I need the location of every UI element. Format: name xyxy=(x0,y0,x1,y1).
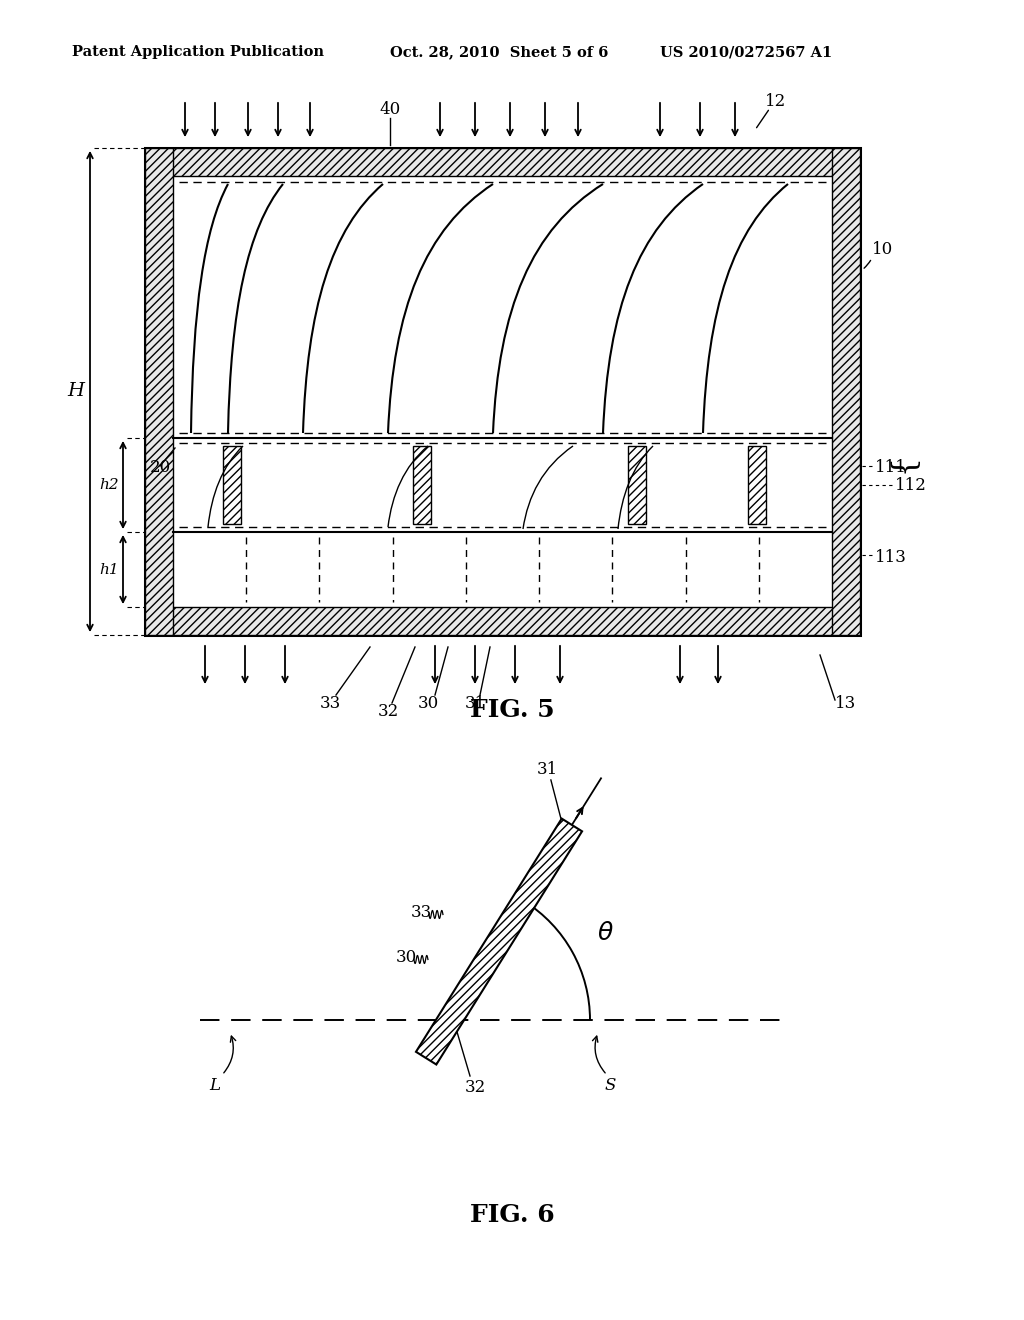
Text: H: H xyxy=(68,383,85,400)
Text: Oct. 28, 2010  Sheet 5 of 6: Oct. 28, 2010 Sheet 5 of 6 xyxy=(390,45,608,59)
Text: 31: 31 xyxy=(537,762,557,779)
Text: 30: 30 xyxy=(395,949,417,966)
Text: 113: 113 xyxy=(874,549,907,565)
Bar xyxy=(145,148,173,635)
Text: 111: 111 xyxy=(874,459,907,477)
Text: 13: 13 xyxy=(835,694,856,711)
Text: 31: 31 xyxy=(464,694,485,711)
Text: 20: 20 xyxy=(150,459,171,477)
Text: FIG. 6: FIG. 6 xyxy=(470,1203,554,1228)
Bar xyxy=(748,446,766,524)
Text: h1: h1 xyxy=(99,562,119,577)
Text: 33: 33 xyxy=(411,904,431,921)
Text: 32: 32 xyxy=(464,1080,485,1097)
Text: 10: 10 xyxy=(872,242,893,259)
Bar xyxy=(145,148,860,176)
Bar xyxy=(831,148,860,635)
Text: 33: 33 xyxy=(319,694,341,711)
Text: h2: h2 xyxy=(99,478,119,492)
Text: }: } xyxy=(885,461,916,479)
Text: FIG. 5: FIG. 5 xyxy=(470,698,554,722)
Text: 30: 30 xyxy=(418,694,438,711)
Bar xyxy=(223,446,241,524)
Text: Patent Application Publication: Patent Application Publication xyxy=(72,45,324,59)
Bar xyxy=(145,607,860,635)
Bar xyxy=(145,148,860,635)
Text: $\theta$: $\theta$ xyxy=(597,923,614,945)
Text: 32: 32 xyxy=(378,702,398,719)
Polygon shape xyxy=(416,818,582,1064)
Text: US 2010/0272567 A1: US 2010/0272567 A1 xyxy=(660,45,833,59)
Text: L: L xyxy=(210,1077,220,1093)
Bar xyxy=(413,446,431,524)
Text: S: S xyxy=(604,1077,615,1093)
Bar xyxy=(628,446,646,524)
Text: 40: 40 xyxy=(379,102,400,119)
Text: 112: 112 xyxy=(895,477,927,494)
Text: 12: 12 xyxy=(765,94,786,111)
